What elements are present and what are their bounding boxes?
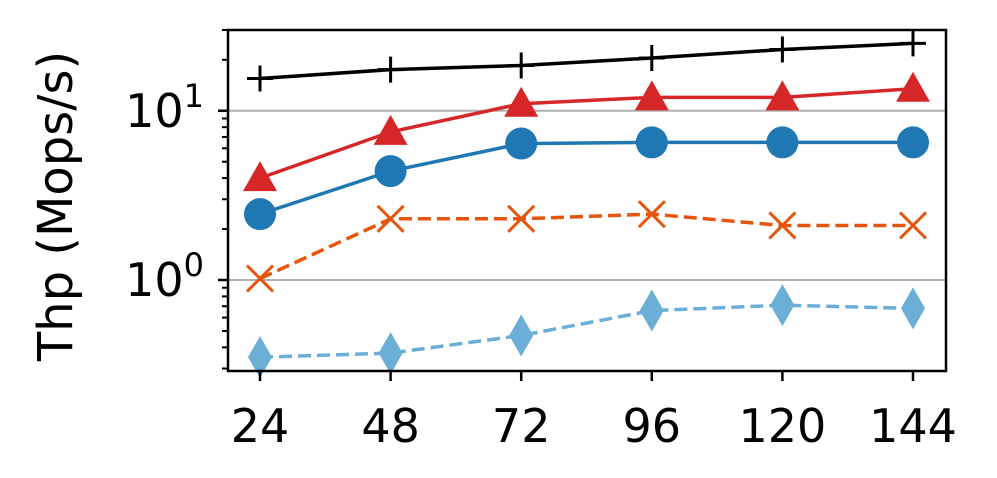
series-3-line [259,212,913,281]
series-2-point-5 [897,126,929,159]
x-tick-label-4: 120 [738,399,826,453]
series-2-point-1 [374,155,407,188]
series-1-line [259,86,914,180]
series-0 [247,30,926,92]
series-2-point-0 [244,198,276,231]
series-0-point-4 [769,36,796,63]
series-3-point-2 [507,204,536,233]
series-0-point-3 [638,44,665,71]
series-4 [248,284,925,379]
x-tick-label-2: 72 [492,399,551,453]
series-1-point-1 [373,114,408,145]
series-4-point-4 [770,284,795,327]
series-3-point-1 [376,204,405,233]
x-tick-label-0: 24 [231,399,290,453]
x-tick-label-3: 96 [623,399,682,453]
series-4-point-5 [901,287,925,330]
series-2 [244,126,929,231]
y-axis-title: Thp (Mops/s) [28,51,84,362]
series-3-point-3 [637,200,666,229]
x-axis: 24 48 72 96 120 144 [231,371,957,453]
series-4-point-2 [509,314,534,357]
series-1 [243,71,930,192]
series-4-point-1 [378,332,403,375]
y-tick-label-0: 100 [125,246,204,307]
series-1-point-4 [765,80,800,111]
series-2-point-2 [505,127,538,160]
series-4-point-0 [248,336,272,379]
series-3-point-5 [898,211,928,240]
series-0-point-0 [247,65,273,92]
series-0-point-5 [900,30,926,57]
grid-lines [228,109,946,282]
series-1-point-5 [896,71,930,102]
series-2-line [259,140,913,216]
series-1-point-0 [243,161,277,192]
series-2-point-3 [635,126,668,159]
series-3-point-4 [768,211,797,240]
series-3-point-0 [245,264,275,293]
series-0-point-2 [508,52,535,79]
y-axis: 100 101 [125,29,228,370]
plot-frame [226,28,948,373]
series-layer [243,30,930,379]
series-1-point-2 [504,86,539,117]
series-1-point-3 [634,80,669,111]
series-0-line [259,41,914,81]
series-0-point-1 [377,56,404,83]
x-tick-label-5: 144 [869,399,957,453]
x-tick-label-1: 48 [361,399,420,453]
series-4-point-3 [639,289,664,332]
series-3 [245,200,928,293]
series-2-point-4 [766,126,799,159]
series-4-line [259,303,914,359]
y-tick-label-1: 101 [125,77,204,138]
